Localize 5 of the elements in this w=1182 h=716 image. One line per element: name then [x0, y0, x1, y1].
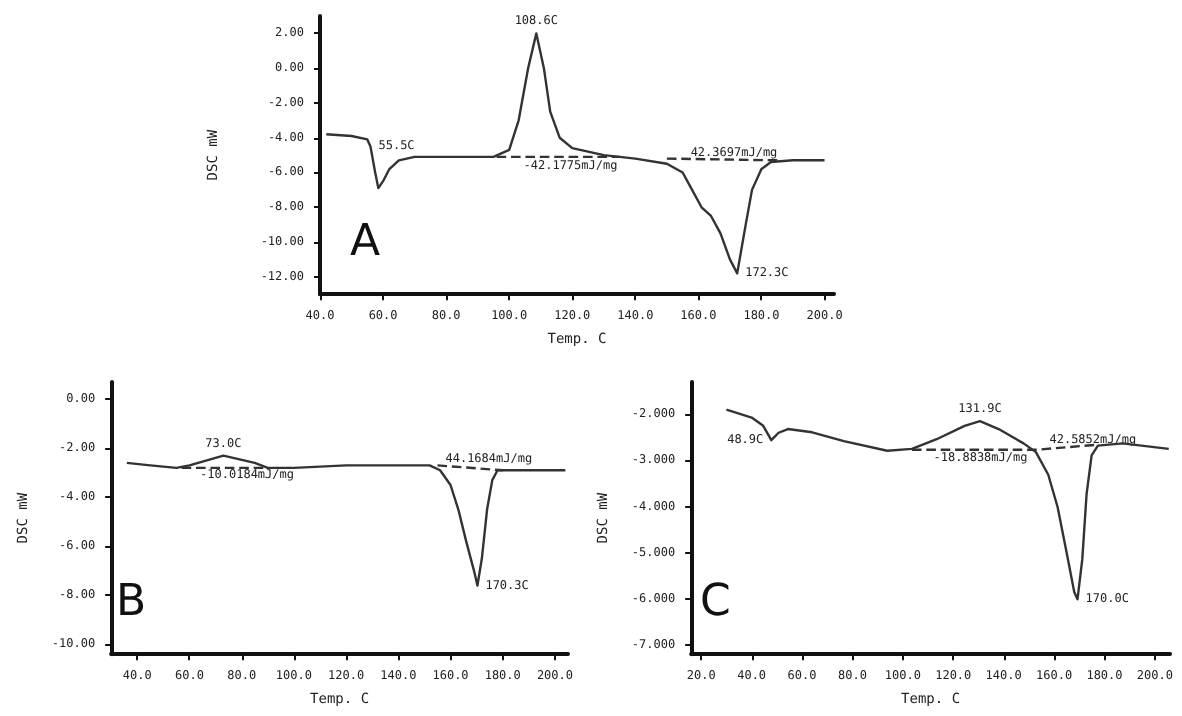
annotation: B — [116, 577, 147, 627]
line-series — [125, 454, 567, 587]
annotation: A — [350, 217, 381, 267]
annotation: C — [700, 577, 731, 627]
line-series — [325, 32, 826, 275]
